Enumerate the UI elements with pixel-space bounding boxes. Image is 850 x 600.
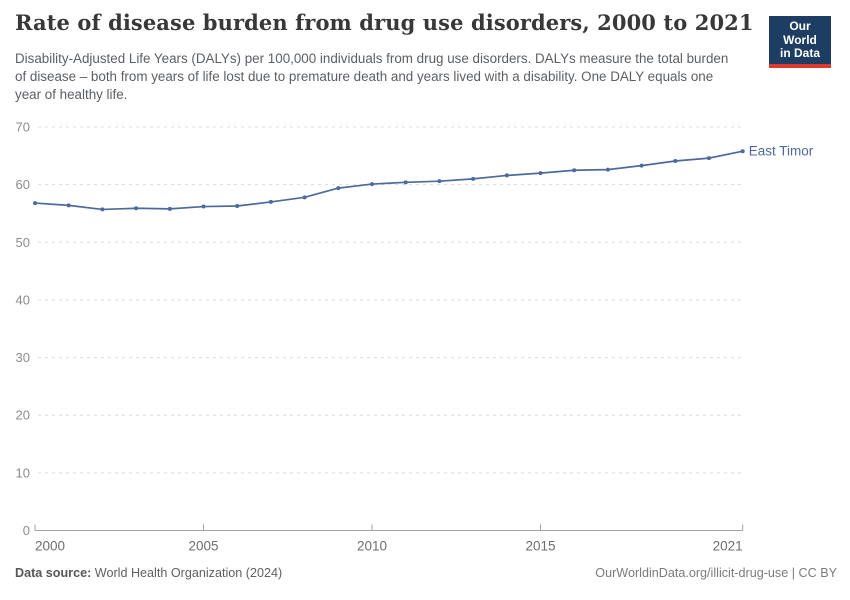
chart-subtitle: Disability-Adjusted Life Years (DALYs) p… (15, 51, 729, 102)
data-source-label: Data source: (15, 566, 92, 580)
data-point-2021 (740, 149, 745, 154)
data-point-2003 (134, 206, 139, 211)
logo-line-2: in Data (779, 46, 820, 60)
data-point-2002 (100, 207, 105, 212)
data-point-2012 (437, 179, 442, 184)
data-point-2005 (201, 204, 206, 209)
data-source: Data source: World Health Organization (… (15, 566, 282, 580)
x-tick-label-2005: 2005 (188, 539, 218, 554)
series-line-east-timor (34, 150, 744, 211)
data-point-2015 (538, 171, 543, 176)
page-title: Rate of disease burden from drug use dis… (15, 10, 754, 35)
data-point-2001 (66, 203, 71, 208)
data-point-2018 (639, 163, 644, 168)
chart-footer: Data source: World Health Organization (… (15, 566, 837, 580)
data-source-value: World Health Organization (2024) (94, 566, 283, 580)
y-tick-label-10: 10 (16, 465, 30, 480)
y-tick-label-20: 20 (16, 408, 30, 423)
data-point-2013 (471, 176, 476, 181)
data-point-2000 (33, 201, 37, 206)
data-point-2020 (707, 156, 711, 161)
x-tick-label-2000: 2000 (35, 539, 65, 554)
data-point-2014 (504, 173, 509, 178)
y-tick-label-60: 60 (16, 177, 30, 192)
y-tick-label-40: 40 (16, 292, 30, 307)
data-point-2009 (336, 186, 341, 191)
data-point-2008 (302, 195, 307, 200)
x-tick-label-2010: 2010 (357, 539, 387, 554)
data-point-2007 (268, 199, 273, 204)
data-point-2006 (235, 203, 240, 208)
logo-line-1: Our World (783, 19, 817, 47)
owid-logo: Our World in Data (769, 16, 831, 68)
y-tick-label-70: 70 (16, 120, 30, 135)
attribution: OurWorldinData.org/illicit-drug-use | CC… (595, 566, 837, 580)
data-point-2010 (370, 182, 374, 187)
data-point-2011 (403, 180, 408, 185)
data-point-2017 (605, 167, 610, 172)
data-point-2004 (167, 206, 172, 211)
y-tick-label-30: 30 (16, 350, 30, 365)
y-tick-label-0: 0 (23, 523, 30, 538)
x-tick-label-2021: 2021 (713, 539, 743, 554)
data-point-2019 (673, 159, 678, 164)
data-point-2016 (572, 168, 577, 173)
x-tick-label-2015: 2015 (525, 539, 555, 554)
y-tick-label-50: 50 (16, 235, 30, 250)
series-label-east-timor: East Timor (749, 144, 814, 159)
